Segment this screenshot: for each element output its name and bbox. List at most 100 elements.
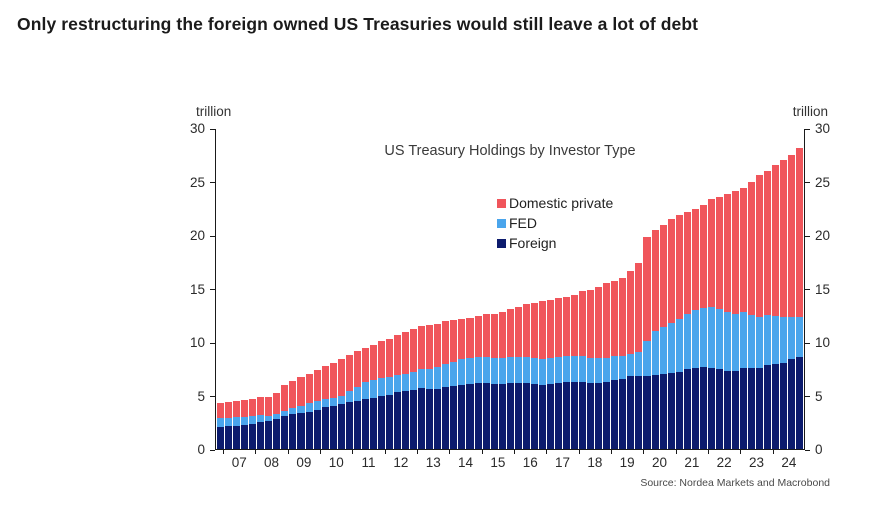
bar bbox=[498, 129, 506, 449]
bar-segment-fed bbox=[667, 323, 675, 374]
bar-segment-fed bbox=[522, 356, 530, 383]
y-tick-label: 20 bbox=[805, 229, 865, 243]
bar bbox=[635, 129, 643, 449]
bar-segment-fed bbox=[458, 359, 466, 385]
bar-segment-foreign bbox=[627, 376, 635, 449]
bar-segment-fed bbox=[780, 316, 788, 363]
bar-segment-foreign bbox=[426, 389, 434, 449]
x-tick-mark bbox=[546, 450, 548, 454]
bar-segment-domestic-private bbox=[546, 300, 554, 358]
bar bbox=[675, 129, 683, 449]
bar-segment-domestic-private bbox=[257, 396, 265, 415]
bar-segment-foreign bbox=[571, 381, 579, 449]
bar-segment-domestic-private bbox=[514, 306, 522, 357]
bar-segment-foreign bbox=[233, 425, 241, 449]
bar-segment-domestic-private bbox=[554, 297, 563, 357]
bar-segment-domestic-private bbox=[394, 334, 402, 375]
bar bbox=[377, 129, 385, 449]
y-axis-unit-left: trillion bbox=[196, 104, 232, 119]
bar-segment-foreign bbox=[796, 357, 804, 449]
bar-segment-foreign bbox=[683, 369, 691, 449]
bars bbox=[216, 129, 804, 449]
bar-segment-foreign bbox=[265, 421, 273, 449]
bar-segment-domestic-private bbox=[715, 197, 723, 310]
bar-segment-foreign bbox=[442, 387, 450, 449]
bar-segment-domestic-private bbox=[466, 317, 474, 359]
x-tick-label: 24 bbox=[781, 455, 797, 470]
bar-segment-foreign bbox=[305, 411, 313, 449]
x-axis-labels: 07 08 09 10 11 12 13 14 15 16 17 18 19 20 21 22 23 24 bbox=[215, 455, 805, 473]
bar bbox=[756, 129, 764, 449]
x-tick-mark bbox=[643, 450, 645, 454]
bar-segment-domestic-private bbox=[273, 393, 281, 415]
bar-segment-foreign bbox=[490, 383, 498, 449]
bar-segment-domestic-private bbox=[249, 398, 257, 416]
bar-segment-fed bbox=[450, 361, 458, 387]
bar bbox=[466, 129, 474, 449]
source-note: Source: Nordea Markets and Macrobond bbox=[640, 477, 830, 489]
bar-segment-fed bbox=[587, 357, 595, 383]
legend-swatch bbox=[497, 238, 506, 248]
bar-segment-foreign bbox=[410, 389, 418, 449]
bar bbox=[442, 129, 450, 449]
bar-segment-foreign bbox=[530, 383, 538, 449]
bar-segment-foreign bbox=[579, 381, 587, 449]
bar bbox=[659, 129, 667, 449]
bar-segment-foreign bbox=[587, 382, 595, 449]
bar-segment-domestic-private bbox=[603, 283, 611, 358]
x-tick-label: 11 bbox=[361, 455, 376, 470]
x-tick-label: 14 bbox=[458, 455, 474, 470]
bar-segment-foreign bbox=[595, 382, 603, 449]
legend-label: Domestic private bbox=[509, 195, 614, 211]
y-tick-label: 15 bbox=[805, 282, 865, 297]
bar-segment-domestic-private bbox=[490, 313, 498, 358]
bar bbox=[514, 129, 522, 449]
bar-segment-foreign bbox=[522, 382, 530, 449]
bar-segment-domestic-private bbox=[281, 385, 289, 411]
bar-segment-fed bbox=[353, 387, 361, 401]
legend-label: FED bbox=[509, 215, 537, 231]
bar-segment-foreign bbox=[313, 409, 321, 449]
bar-segment-domestic-private bbox=[418, 326, 426, 370]
bar-segment-domestic-private bbox=[627, 270, 635, 355]
bar-segment-foreign bbox=[699, 366, 707, 449]
bar-segment-domestic-private bbox=[796, 148, 804, 317]
bar-segment-domestic-private bbox=[321, 366, 329, 400]
bar-segment-foreign bbox=[345, 402, 353, 449]
bar-segment-fed bbox=[619, 356, 627, 379]
bar bbox=[289, 129, 297, 449]
bar-segment-foreign bbox=[217, 426, 225, 449]
bar bbox=[297, 129, 305, 449]
bar-segment-foreign bbox=[385, 394, 394, 449]
x-tick-label: 13 bbox=[425, 455, 441, 470]
bar bbox=[723, 129, 731, 449]
bar-segment-fed bbox=[611, 356, 619, 380]
bar bbox=[571, 129, 579, 449]
bar bbox=[699, 129, 707, 449]
bar bbox=[337, 129, 345, 449]
bar-segment-domestic-private bbox=[233, 401, 241, 418]
bar-segment-foreign bbox=[450, 386, 458, 449]
bar bbox=[385, 129, 394, 449]
bar bbox=[627, 129, 635, 449]
bar bbox=[732, 129, 740, 449]
bar-segment-foreign bbox=[748, 367, 756, 449]
bar-segment-fed bbox=[233, 417, 241, 426]
bar-segment-domestic-private bbox=[643, 236, 651, 342]
bar-segment-foreign bbox=[249, 423, 257, 449]
y-tick-label: 30 bbox=[805, 122, 865, 136]
bar-segment-foreign bbox=[651, 375, 659, 449]
bar-segment-fed bbox=[796, 316, 804, 358]
bar-segment-domestic-private bbox=[217, 403, 225, 419]
bar-segment-foreign bbox=[563, 381, 571, 449]
bar-segment-fed bbox=[764, 314, 772, 365]
bar-segment-fed bbox=[385, 376, 394, 395]
bar-segment-foreign bbox=[756, 367, 764, 449]
x-tick-label: 16 bbox=[522, 455, 538, 470]
bar bbox=[651, 129, 659, 449]
y-tick-label: 5 bbox=[155, 389, 215, 404]
bar-segment-foreign bbox=[466, 384, 474, 449]
bar-segment-foreign bbox=[611, 379, 619, 449]
bar-segment-domestic-private bbox=[345, 355, 353, 392]
